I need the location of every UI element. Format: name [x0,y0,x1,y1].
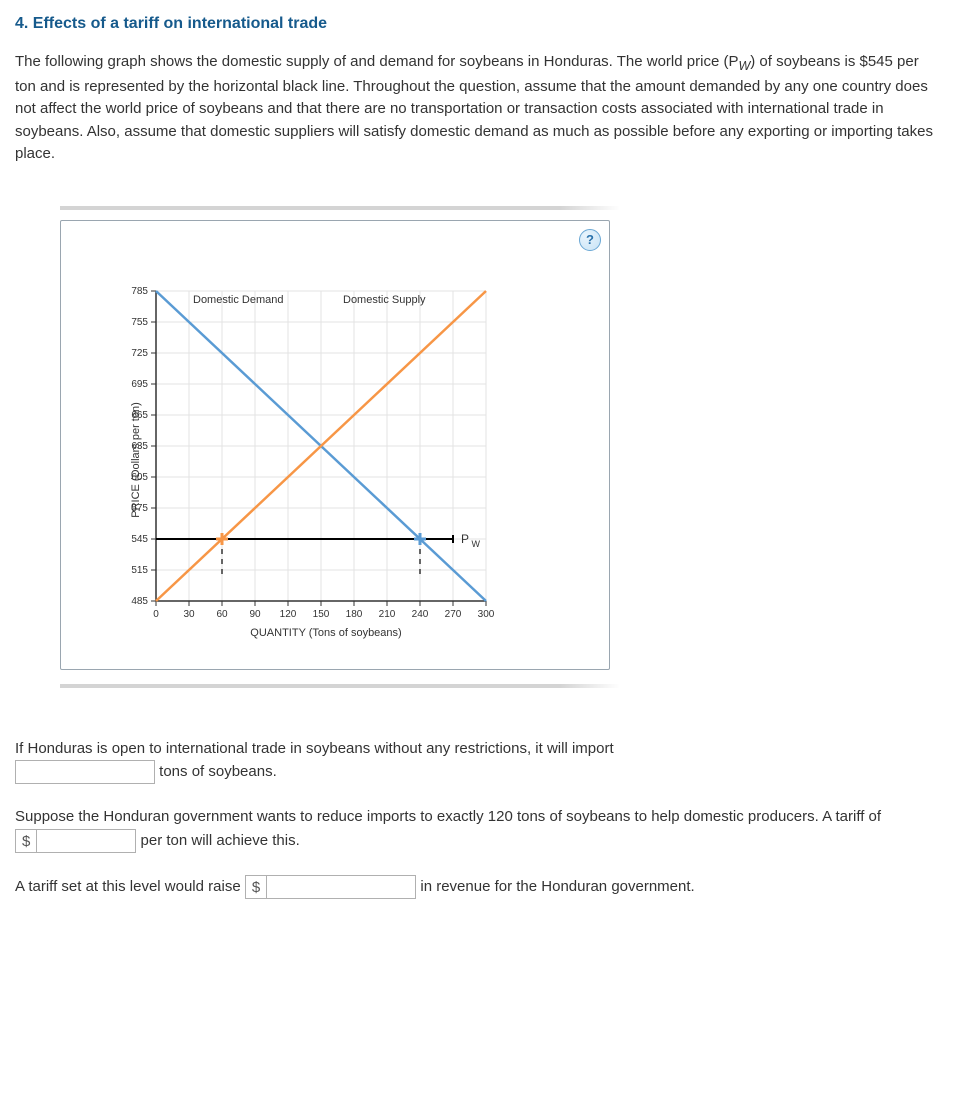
svg-text:545: 545 [131,534,148,545]
intro-paragraph: The following graph shows the domestic s… [15,51,943,166]
svg-text:270: 270 [445,609,462,620]
q1-text-b: tons of soybeans. [159,763,277,780]
svg-text:180: 180 [346,609,363,620]
svg-text:Domestic Supply: Domestic Supply [343,294,426,306]
currency-prefix: $ [15,829,36,853]
svg-text:695: 695 [131,379,148,390]
svg-text:Domestic Demand: Domestic Demand [193,294,283,306]
import-quantity-input[interactable] [15,760,155,784]
y-axis-label: PRICE (Dollars per ton) [130,402,142,518]
svg-text:300: 300 [478,609,495,620]
x-axis-label: QUANTITY (Tons of soybeans) [116,627,536,639]
question-3: A tariff set at this level would raise $… [15,875,943,899]
q2-text-c: per ton will achieve this. [141,832,300,849]
q2-text-a: Suppose the Honduran government wants to… [15,808,819,825]
svg-text:60: 60 [216,609,228,620]
svg-text:240: 240 [412,609,429,620]
divider-bottom [60,684,620,688]
svg-text:P W: P W [461,532,481,549]
svg-text:90: 90 [249,609,261,620]
svg-text:785: 785 [131,286,148,297]
supply-demand-chart[interactable]: 4855155455756056356656957257557850306090… [116,281,496,621]
q2-text-b: A tariff of [822,808,881,825]
divider-top [60,206,620,210]
chart-frame: ? PRICE (Dollars per ton) 48551554557560… [60,220,610,670]
currency-prefix-2: $ [245,875,266,899]
chart-container: PRICE (Dollars per ton) 4855155455756056… [116,281,536,639]
svg-text:755: 755 [131,317,148,328]
question-1: If Honduras is open to international tra… [15,738,943,785]
svg-text:515: 515 [131,565,148,576]
q3-text-b: in revenue for the Honduran government. [420,878,694,895]
help-icon[interactable]: ? [579,229,601,251]
svg-text:30: 30 [183,609,195,620]
svg-text:0: 0 [153,609,159,620]
tariff-amount-input[interactable] [36,829,136,853]
svg-text:150: 150 [313,609,330,620]
svg-text:210: 210 [379,609,396,620]
svg-text:725: 725 [131,348,148,359]
revenue-input[interactable] [266,875,416,899]
q1-text-a: If Honduras is open to international tra… [15,740,614,757]
svg-text:120: 120 [280,609,297,620]
svg-text:485: 485 [131,596,148,607]
question-2: Suppose the Honduran government wants to… [15,806,943,853]
question-title: 4. Effects of a tariff on international … [15,15,943,33]
q3-text-a: A tariff set at this level would raise [15,878,241,895]
